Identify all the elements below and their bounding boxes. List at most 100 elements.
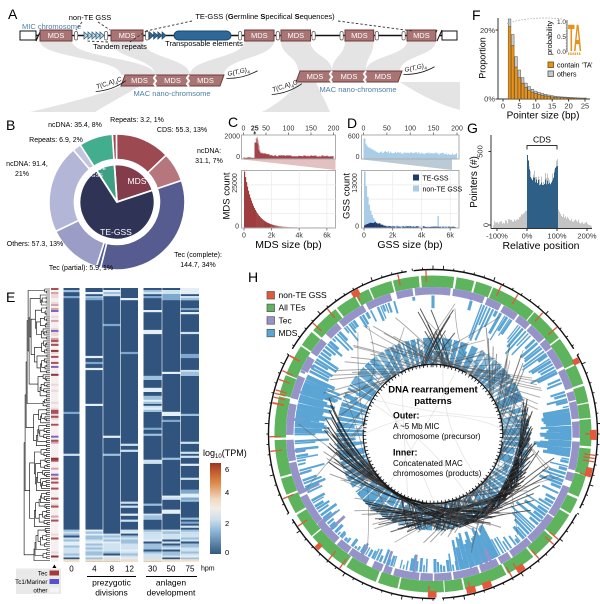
svg-text:100: 100	[283, 126, 295, 133]
svg-text:25: 25	[251, 126, 259, 133]
svg-text:MAC nano-chromsome: MAC nano-chromsome	[133, 89, 210, 98]
svg-text:divisions: divisions	[95, 588, 128, 598]
svg-text:TE-GSS: TE-GSS	[423, 176, 449, 183]
svg-text:-100%: -100%	[486, 232, 508, 241]
svg-text:0%: 0%	[484, 95, 495, 104]
svg-text:non-TE: non-TE	[88, 166, 106, 172]
svg-text:hpm: hpm	[201, 566, 215, 573]
svg-text:0: 0	[482, 223, 491, 227]
svg-text:others: others	[557, 71, 577, 78]
svg-text:Concatenated MAC: Concatenated MAC	[393, 459, 463, 468]
svg-text:0: 0	[69, 565, 74, 574]
svg-text:A: A	[8, 6, 18, 22]
svg-text:15: 15	[548, 102, 556, 111]
svg-text:GSS: GSS	[91, 173, 103, 179]
svg-text:C: C	[228, 114, 238, 130]
svg-text:21%: 21%	[15, 171, 29, 178]
svg-text:31.1, 7%: 31.1, 7%	[195, 158, 223, 165]
svg-text:MDS: MDS	[341, 72, 358, 81]
svg-text:MIC chromosome: MIC chromosome	[22, 22, 81, 31]
svg-text:4: 4	[92, 565, 97, 574]
svg-text:6: 6	[225, 465, 229, 474]
svg-text:Tec (complete):: Tec (complete):	[174, 252, 222, 259]
svg-text:All TEs: All TEs	[279, 303, 306, 313]
svg-text:MDS: MDS	[307, 72, 324, 81]
svg-text:0: 0	[501, 102, 505, 111]
svg-text:GSS size (bp): GSS size (bp)	[377, 239, 442, 251]
svg-text:F: F	[472, 7, 481, 23]
svg-text:0%: 0%	[522, 232, 533, 241]
svg-text:MDS: MDS	[251, 31, 268, 40]
svg-text:150: 150	[305, 126, 317, 133]
svg-text:non-TE GSS: non-TE GSS	[69, 13, 112, 22]
svg-text:MDS: MDS	[287, 31, 304, 40]
svg-text:2000: 2000	[224, 134, 240, 141]
svg-text:Pointer size (bp): Pointer size (bp)	[507, 111, 580, 122]
svg-text:100: 100	[404, 126, 416, 133]
svg-text:13000: 13000	[352, 173, 359, 193]
svg-text:10: 10	[532, 102, 540, 111]
svg-text:0: 0	[225, 548, 229, 557]
svg-text:non-TE GSS: non-TE GSS	[279, 290, 328, 300]
svg-text:Others: 57.3, 13%: Others: 57.3, 13%	[7, 241, 63, 248]
svg-text:prezygotic: prezygotic	[92, 578, 131, 588]
svg-text:MDS size (bp): MDS size (bp)	[255, 239, 322, 251]
svg-text:DNA rearrangement: DNA rearrangement	[388, 385, 478, 396]
svg-text:Tec (partial): 5.9, 1%: Tec (partial): 5.9, 1%	[49, 265, 113, 272]
svg-text:development: development	[147, 588, 196, 598]
svg-text:Repeats: 6.9, 2%: Repeats: 6.9, 2%	[29, 137, 83, 144]
svg-text:B: B	[6, 117, 15, 133]
svg-text:G(T,G)4: G(T,G)4	[404, 62, 428, 75]
svg-text:0.5: 0.5	[557, 34, 566, 41]
svg-text:4: 4	[225, 488, 229, 497]
svg-text:144.7, 34%: 144.7, 34%	[180, 262, 215, 269]
svg-text:MDS: MDS	[128, 176, 147, 186]
svg-text:Tandem repeats: Tandem repeats	[93, 42, 147, 51]
svg-text:chromosomes (products): chromosomes (products)	[393, 469, 482, 478]
svg-text:6k: 6k	[446, 233, 454, 240]
svg-text:MDS: MDS	[119, 31, 136, 40]
svg-text:0: 0	[235, 224, 239, 231]
svg-text:25000: 25000	[232, 173, 239, 193]
svg-text:Tec: Tec	[279, 315, 293, 325]
svg-text:200: 200	[451, 126, 463, 133]
svg-text:Tec: Tec	[38, 571, 48, 578]
svg-text:log10(TPM): log10(TPM)	[203, 448, 247, 460]
svg-text:TA: TA	[568, 18, 582, 60]
svg-text:0: 0	[242, 126, 246, 133]
svg-text:non-TE GSS: non-TE GSS	[423, 187, 463, 194]
svg-text:TE-GSS: TE-GSS	[100, 227, 132, 237]
svg-text:MDS: MDS	[48, 31, 65, 40]
svg-text:8: 8	[110, 565, 115, 574]
svg-text:MDS count: MDS count	[222, 172, 233, 219]
svg-text:2k: 2k	[389, 233, 397, 240]
svg-text:anlagen: anlagen	[156, 578, 187, 588]
svg-text:50: 50	[383, 126, 391, 133]
svg-text:20%: 20%	[480, 26, 495, 35]
svg-text:chromosome (precursor): chromosome (precursor)	[393, 432, 481, 441]
svg-text:MDS: MDS	[351, 31, 368, 40]
svg-text:ncDNA: 35.4, 8%: ncDNA: 35.4, 8%	[48, 122, 102, 129]
svg-text:GSS count: GSS count	[342, 173, 353, 219]
svg-text:G(T,G)4: G(T,G)4	[227, 66, 251, 79]
svg-text:2k: 2k	[268, 233, 276, 240]
svg-text:2: 2	[225, 519, 229, 528]
svg-text:200%: 200%	[577, 232, 597, 241]
svg-text:0: 0	[356, 154, 360, 161]
svg-text:Relative position: Relative position	[502, 240, 579, 252]
svg-text:MDS: MDS	[375, 72, 392, 81]
svg-text:CDS: CDS	[533, 135, 551, 145]
svg-text:D: D	[347, 115, 357, 131]
svg-text:patterns: patterns	[414, 396, 451, 407]
svg-text:0: 0	[362, 126, 366, 133]
svg-text:50: 50	[262, 126, 270, 133]
svg-text:50: 50	[167, 565, 176, 574]
svg-text:200: 200	[328, 126, 340, 133]
svg-text:0: 0	[362, 233, 366, 240]
svg-text:MDS: MDS	[131, 76, 148, 85]
svg-text:20: 20	[564, 102, 572, 111]
svg-text:0: 0	[242, 233, 246, 240]
svg-text:H: H	[248, 269, 258, 285]
svg-text:500: 500	[476, 145, 485, 158]
svg-text:0.0: 0.0	[557, 49, 566, 56]
